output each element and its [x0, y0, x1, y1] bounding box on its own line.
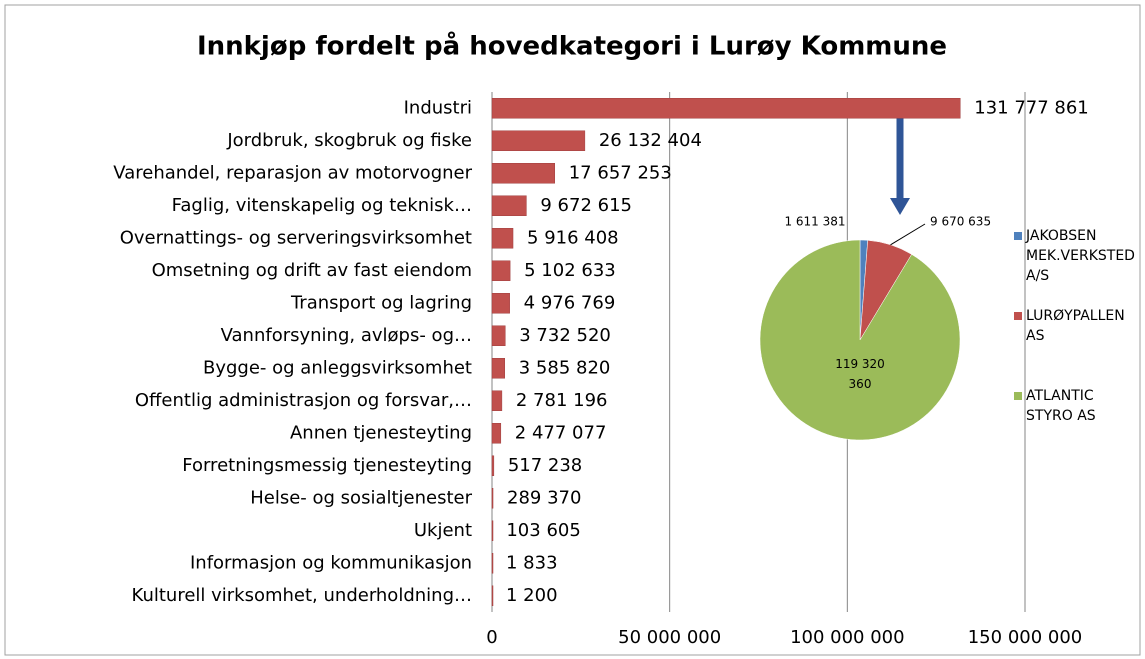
data-label: 3 732 520 [519, 325, 611, 346]
bar [491, 488, 494, 509]
data-label: 26 132 404 [599, 130, 702, 151]
y-tick-label: Informasjon og kommunikasjon [190, 552, 472, 573]
data-label: 4 976 769 [524, 292, 616, 313]
data-label: 9 672 615 [540, 195, 632, 216]
bar [491, 325, 506, 346]
y-tick-label: Kulturell virksomhet, underholdning… [132, 585, 472, 606]
y-tick-label: Overnattings- og serveringsvirksomhet [120, 227, 472, 248]
legend-swatch [1014, 392, 1022, 400]
data-label: 1 833 [506, 552, 558, 573]
x-tick-label: 50 000 000 [618, 627, 721, 648]
y-tick-label: Annen tjenesteyting [290, 422, 472, 443]
legend-label: JAKOBSEN MEK.VERKSTED A/S [1026, 228, 1135, 284]
legend-swatch [1014, 232, 1022, 240]
bar [491, 358, 505, 379]
y-tick-label: Forretningsmessig tjenesteyting [182, 455, 472, 476]
x-tick-label: 150 000 000 [968, 627, 1083, 648]
legend-label: ATLANTIC STYRO AS [1026, 388, 1096, 424]
y-tick-label: Offentlig administrasjon og forsvar,… [135, 390, 472, 411]
bar [491, 553, 494, 574]
data-label: 5 916 408 [527, 227, 619, 248]
bar [491, 520, 494, 541]
legend-swatch [1014, 312, 1022, 320]
bar [491, 455, 495, 476]
data-label: 9 670 635 [930, 215, 991, 229]
data-label: 119 320 360 [835, 357, 885, 391]
pie-slice [759, 239, 961, 441]
data-label: 1 611 381 [784, 215, 845, 229]
y-tick-label: Industri [404, 97, 472, 118]
bar [491, 228, 514, 249]
bar [491, 390, 503, 411]
data-label: 3 585 820 [519, 357, 611, 378]
y-tick-label: Bygge- og anleggsvirksomhet [203, 357, 472, 378]
bar [491, 293, 510, 314]
data-label: 517 238 [508, 455, 582, 476]
bar [491, 423, 502, 444]
x-tick-label: 0 [486, 627, 497, 648]
data-label: 5 102 633 [524, 260, 616, 281]
chart-title: Innkjøp fordelt på hovedkategori i Lurøy… [197, 30, 947, 62]
y-tick-label: Jordbruk, skogbruk og fiske [226, 130, 472, 151]
leader-line [890, 223, 926, 246]
legend-label: LURØYPALLEN AS [1026, 308, 1125, 344]
data-label: 103 605 [506, 520, 580, 541]
y-tick-label: Helse- og sosialtjenester [250, 487, 472, 508]
data-label: 2 781 196 [516, 390, 608, 411]
bar [491, 260, 511, 281]
data-label: 17 657 253 [569, 162, 672, 183]
bar [491, 195, 527, 216]
y-tick-label: Vannforsyning, avløps- og… [221, 325, 472, 346]
y-tick-label: Transport og lagring [290, 292, 472, 313]
data-label: 2 477 077 [515, 422, 607, 443]
data-label: 131 777 861 [974, 97, 1089, 118]
bar [491, 585, 494, 606]
x-tick-label: 100 000 000 [790, 627, 905, 648]
data-label: 289 370 [507, 487, 581, 508]
bar [491, 163, 555, 184]
bar [491, 98, 961, 119]
data-label: 1 200 [506, 585, 558, 606]
y-tick-label: Omsetning og drift av fast eiendom [152, 260, 472, 281]
arrow-head [890, 198, 910, 215]
y-tick-label: Faglig, vitenskapelig og teknisk… [172, 195, 472, 216]
y-tick-label: Ukjent [414, 520, 472, 541]
bar [491, 130, 586, 151]
y-tick-label: Varehandel, reparasjon av motorvogner [113, 162, 472, 183]
